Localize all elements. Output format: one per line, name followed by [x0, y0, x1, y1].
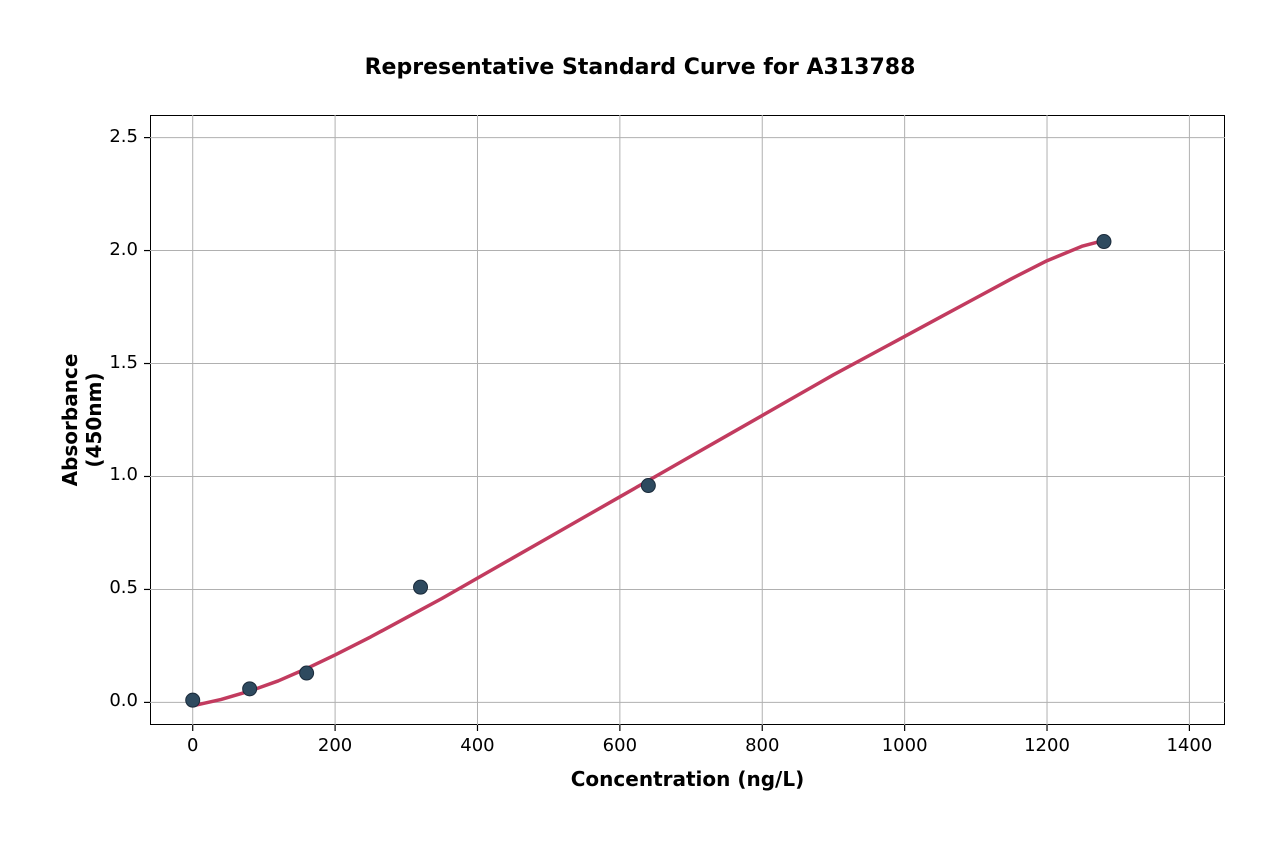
x-tick-label: 0 — [163, 735, 223, 756]
data-point — [414, 580, 428, 594]
chart-container: Representative Standard Curve for A31378… — [0, 0, 1280, 845]
y-tick-label: 0.5 — [109, 577, 138, 598]
x-tick-label: 400 — [447, 735, 507, 756]
y-tick-label: 1.0 — [109, 464, 138, 485]
y-tick-label: 1.5 — [109, 352, 138, 373]
data-point — [186, 693, 200, 707]
x-tick-label: 1000 — [875, 735, 935, 756]
chart-svg — [0, 0, 1280, 845]
x-tick-label: 600 — [590, 735, 650, 756]
data-point — [641, 479, 655, 493]
data-point — [243, 682, 257, 696]
x-tick-label: 1200 — [1017, 735, 1077, 756]
x-tick-label: 1400 — [1159, 735, 1219, 756]
x-tick-label: 800 — [732, 735, 792, 756]
fit-curve — [193, 240, 1104, 705]
x-tick-label: 200 — [305, 735, 365, 756]
data-point — [1097, 235, 1111, 249]
y-tick-label: 2.0 — [109, 239, 138, 260]
data-point — [300, 666, 314, 680]
y-tick-label: 2.5 — [109, 126, 138, 147]
y-tick-label: 0.0 — [109, 690, 138, 711]
